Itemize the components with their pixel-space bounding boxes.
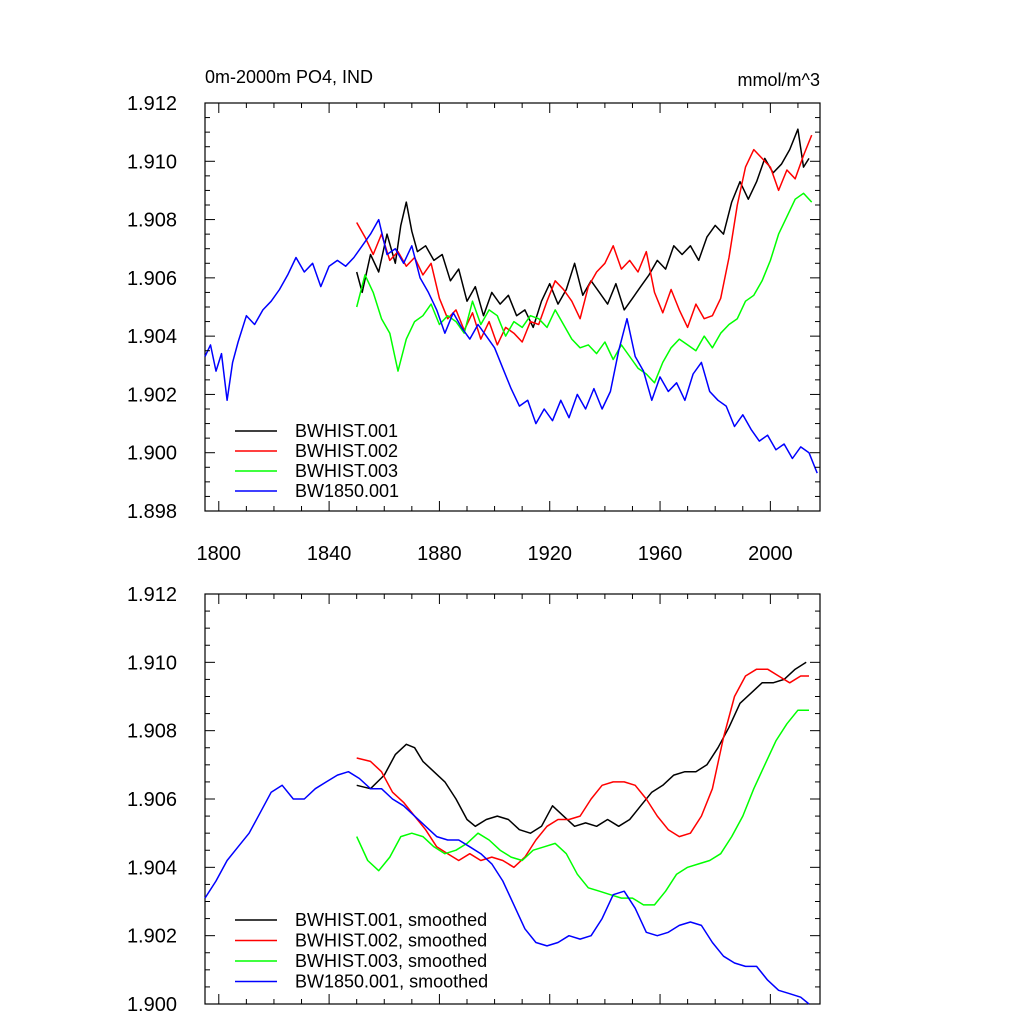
y-tick-label: 1.900 — [127, 443, 177, 465]
y-tick-label: 1.912 — [127, 93, 177, 115]
y-tick-label: 1.910 — [127, 652, 177, 674]
y-tick-label: 1.904 — [127, 326, 177, 348]
legend-label: BWHIST.002, smoothed — [295, 931, 487, 951]
legend-label: BWHIST.001 — [295, 421, 398, 441]
x-tick-label: 1840 — [307, 543, 352, 565]
legend-label: BW1850.001 — [295, 481, 399, 501]
series-line — [355, 128, 810, 329]
series-line — [204, 218, 818, 474]
y-tick-label: 1.904 — [127, 857, 177, 879]
legend-label: BW1850.001, smoothed — [295, 972, 488, 992]
axis-ticks: 1.898 1.900 1.902 1.904 1.906 1.908 1.910 1.912… — [127, 93, 820, 565]
chart-title-left: 0m-2000m PO4, IND — [205, 67, 373, 87]
x-tick-label: 1920 — [527, 543, 572, 565]
series-line — [355, 192, 813, 384]
x-tick-label: 1880 — [417, 543, 462, 565]
chart-panel-smoothed: 1.900 1.902 1.904 1.906 1.908 1.910 1.912 BWHI… — [127, 584, 821, 1016]
legend-label: BWHIST.003 — [295, 461, 398, 481]
y-tick-label: 1.906 — [127, 268, 177, 290]
x-tick-label: 2000 — [748, 543, 793, 565]
plot-series — [204, 661, 810, 1005]
y-tick-label: 1.906 — [127, 789, 177, 811]
axis-ticks: 1.900 1.902 1.904 1.906 1.908 1.910 1.912 — [127, 584, 820, 1016]
y-tick-label: 1.900 — [127, 994, 177, 1016]
y-tick-label: 1.902 — [127, 384, 177, 406]
plot-series — [204, 128, 818, 474]
y-tick-label: 1.908 — [127, 721, 177, 743]
legend-label: BWHIST.003, smoothed — [295, 951, 487, 971]
chart-units-label: mmol/m^3 — [738, 70, 820, 90]
y-tick-label: 1.898 — [127, 501, 177, 523]
series-line — [356, 709, 809, 906]
series-line — [356, 134, 813, 346]
x-tick-label: 1960 — [638, 543, 683, 565]
series-line — [356, 661, 807, 834]
x-tick-label: 1800 — [197, 543, 242, 565]
y-tick-label: 1.908 — [127, 210, 177, 232]
y-tick-label: 1.912 — [127, 584, 177, 606]
chart-panel-raw: 0m-2000m PO4, IND mmol/m^3 1.898 1.900 1.9… — [127, 67, 821, 565]
legend-label: BWHIST.002 — [295, 441, 398, 461]
y-tick-label: 1.902 — [127, 926, 177, 948]
y-tick-label: 1.910 — [127, 151, 177, 173]
series-line — [204, 770, 810, 1005]
legend-label: BWHIST.001, smoothed — [295, 910, 487, 930]
series-line — [356, 668, 809, 869]
